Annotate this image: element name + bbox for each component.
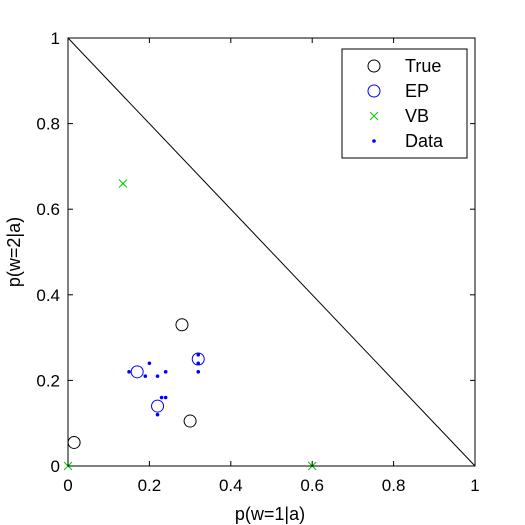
x-axis-label: p(w=1|a) (235, 504, 305, 524)
x-tick-label: 0.2 (138, 476, 162, 495)
reference-line (67, 37, 476, 467)
legend: True EP VB Data (341, 48, 468, 159)
data-point (159, 395, 164, 400)
y-tick-label: 0 (51, 457, 60, 476)
true-point (183, 414, 197, 428)
legend-label-ep: EP (405, 81, 429, 101)
y-tick-label: 0.4 (36, 286, 60, 305)
reference-line-layer (67, 37, 476, 467)
data-point (143, 374, 148, 378)
data-point (155, 374, 160, 378)
axes-box (67, 37, 476, 467)
data-point (163, 370, 168, 374)
axes-layer: 0 0.2 0.4 0.6 0.8 1 0 0.2 0.4 0.6 0.8 1 (36, 29, 479, 495)
legend-marker-vb (369, 111, 379, 121)
ep-point (151, 399, 165, 413)
legend-marker-true (367, 59, 381, 73)
y-tick-label: 0.2 (36, 371, 60, 390)
data-point (163, 395, 168, 400)
y-tick-label: 1 (51, 29, 60, 48)
legend-marker-ep (367, 84, 381, 98)
x-tick-label: 0.8 (382, 476, 406, 495)
x-tick-label: 0.6 (300, 476, 324, 495)
y-tick-label: 0.6 (36, 200, 60, 219)
legend-label-true: True (405, 56, 441, 76)
y-tick-label: 0.8 (36, 115, 60, 134)
data-point (155, 412, 160, 417)
vb-point (118, 179, 128, 188)
data-point (196, 361, 201, 366)
legend-label-data: Data (405, 131, 444, 151)
data-point (196, 352, 201, 357)
x-tick-label: 0.4 (219, 476, 243, 495)
x-tick-label: 1 (470, 476, 479, 495)
true-point (175, 318, 189, 332)
data-point (127, 370, 131, 374)
data-point (196, 370, 201, 374)
legend-label-vb: VB (405, 106, 429, 126)
legend-box (341, 48, 468, 159)
legend-marker-data (372, 139, 376, 143)
ep-point (130, 365, 144, 379)
x-tick-label: 0 (63, 476, 72, 495)
y-axis-label: p(w=2|a) (4, 217, 24, 287)
data-point (147, 361, 152, 366)
